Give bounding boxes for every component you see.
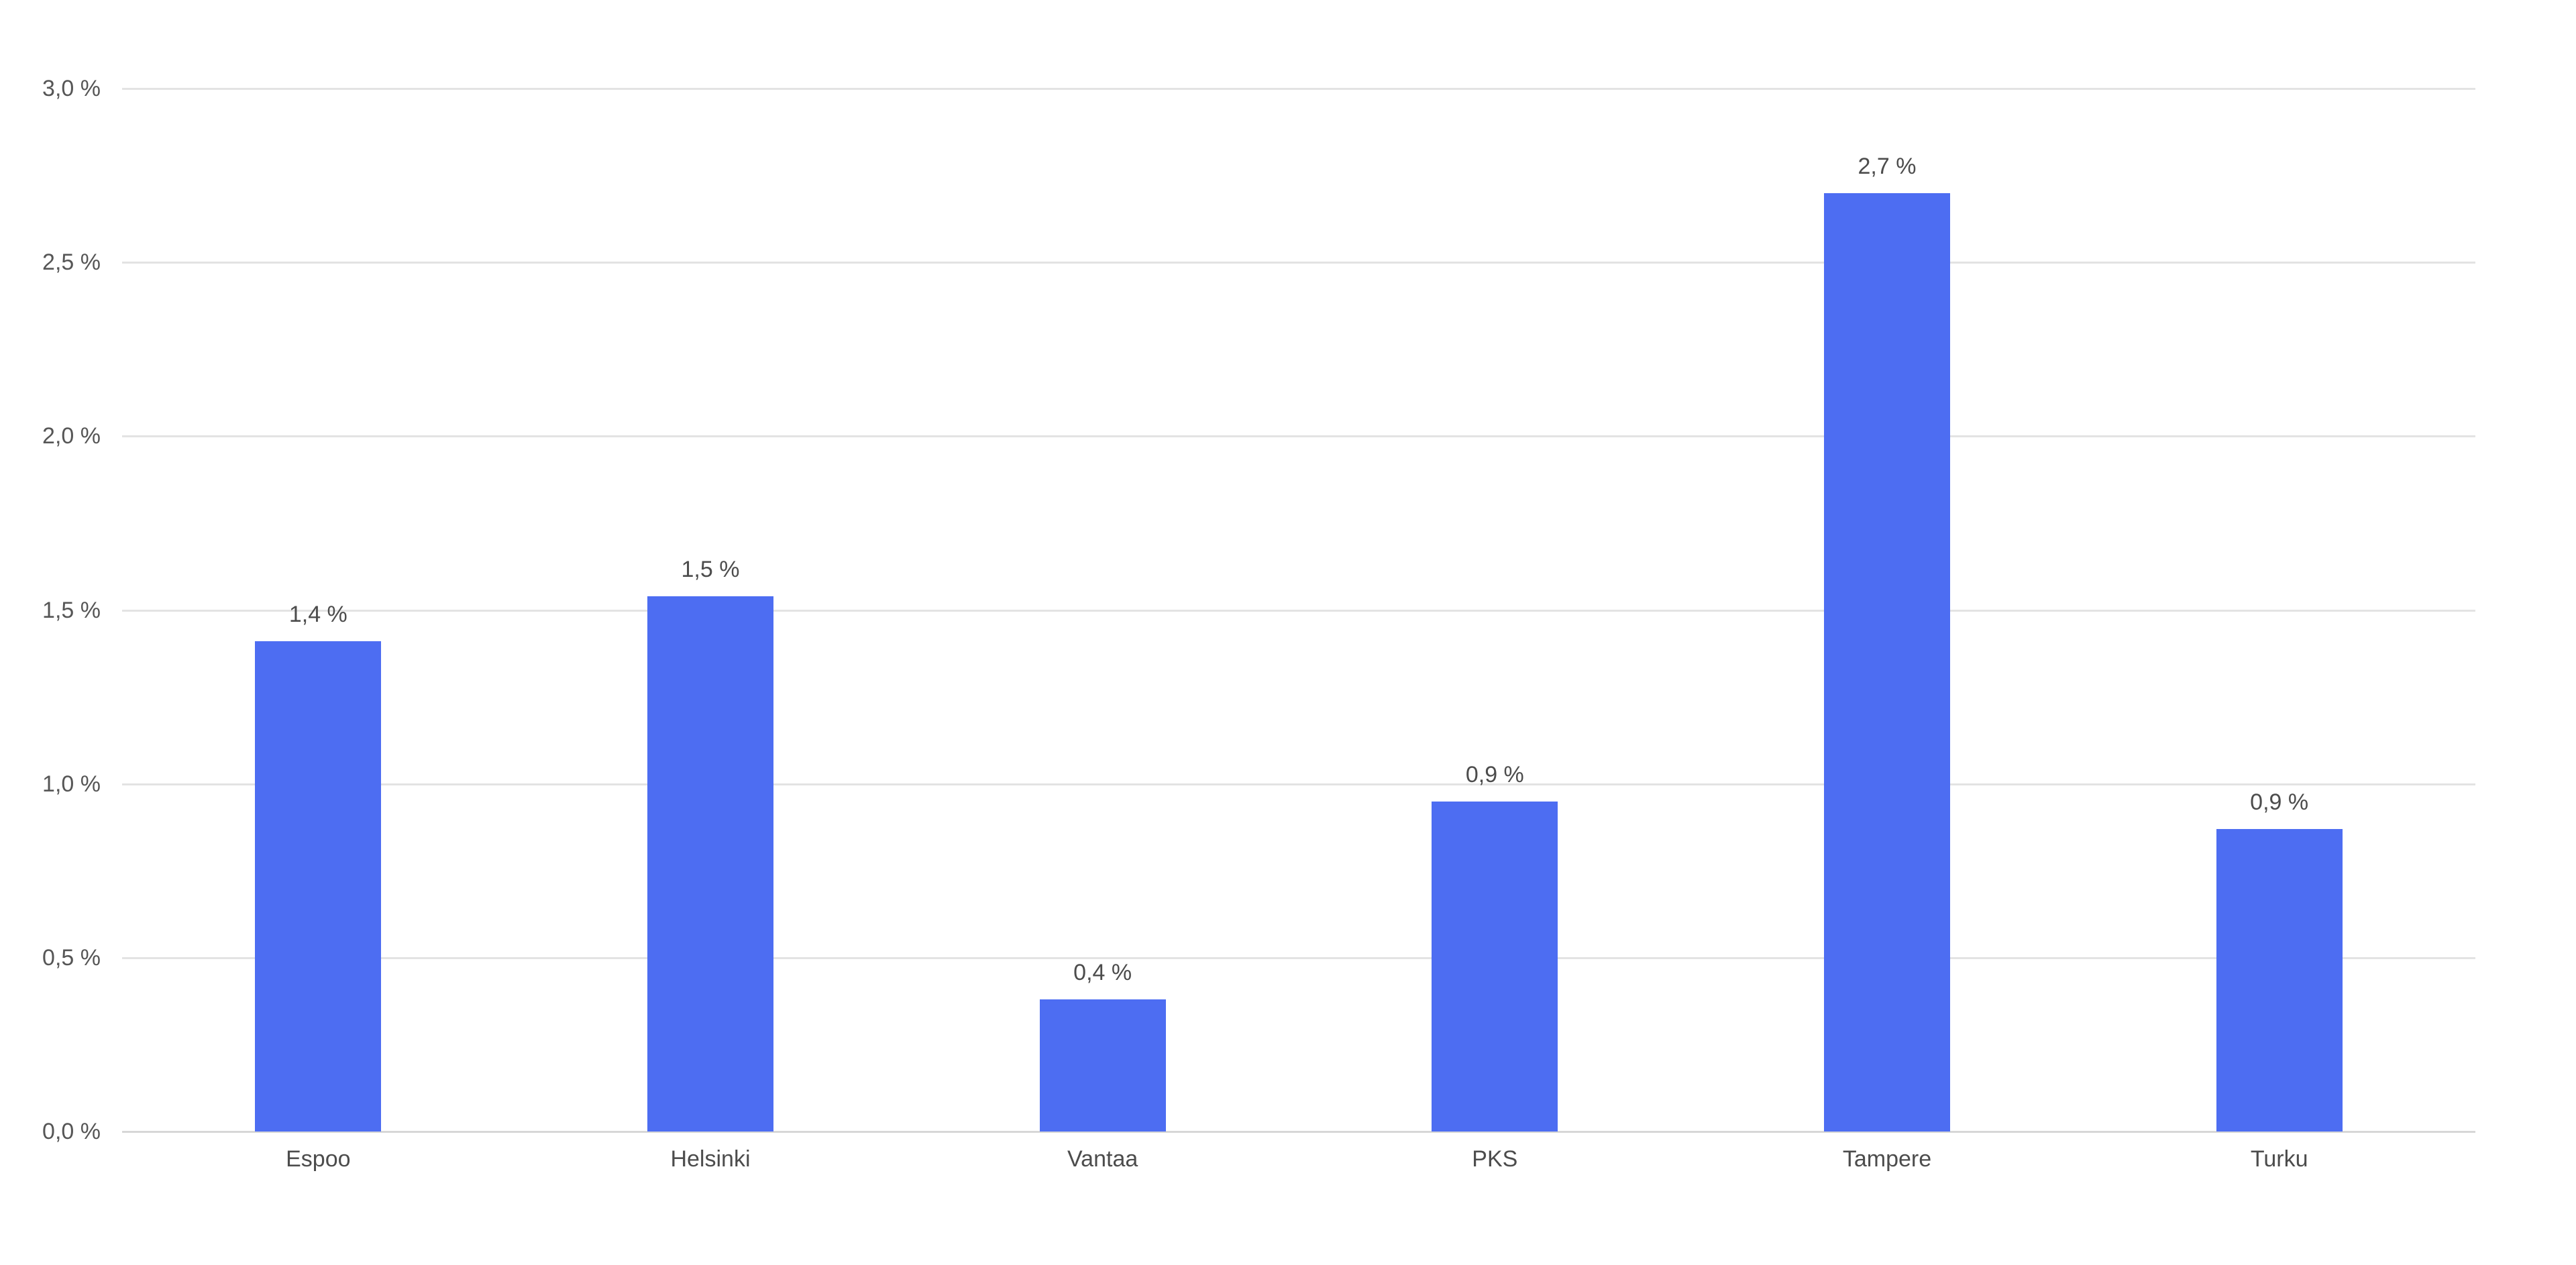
y-axis-tick-label: 3,0 %: [42, 76, 101, 101]
y-axis-tick-label: 1,0 %: [42, 771, 101, 797]
x-axis-baseline: [122, 1131, 2475, 1133]
x-axis-category-label: Tampere: [1842, 1146, 1932, 1172]
gridline: [122, 88, 2475, 90]
gridline: [122, 262, 2475, 264]
bar-turku[interactable]: [2216, 829, 2343, 1132]
gridline: [122, 435, 2475, 438]
bar-value-label: 2,7 %: [1858, 153, 1917, 179]
bar-value-label: 0,9 %: [2250, 789, 2309, 816]
bar-helsinki[interactable]: [647, 596, 773, 1132]
bar-espoo[interactable]: [255, 641, 382, 1132]
plot-area: 1,4 % Espoo 1,5 % Helsinki 0,4 % Vantaa 0,9 % P…: [122, 88, 2475, 1172]
x-axis-category-label: Vantaa: [1067, 1146, 1138, 1172]
bar-tampere[interactable]: [1824, 192, 1950, 1132]
x-axis-category-label: Turku: [2250, 1146, 2308, 1172]
y-axis-tick-label: 2,0 %: [42, 423, 101, 449]
bar-pks[interactable]: [1432, 801, 1558, 1132]
bar-value-label: 1,5 %: [681, 556, 740, 582]
y-axis-tick-label: 0,0 %: [42, 1119, 101, 1144]
x-axis-category-label: Helsinki: [670, 1146, 751, 1172]
bar-value-label: 0,4 %: [1073, 960, 1132, 986]
bar-value-label: 0,9 %: [1465, 761, 1524, 787]
y-axis-tick-label: 1,5 %: [42, 597, 101, 623]
gridline: [122, 609, 2475, 612]
gridline: [122, 956, 2475, 959]
gridline: [122, 783, 2475, 785]
bar-vantaa[interactable]: [1039, 999, 1166, 1132]
y-axis-tick-label: 2,5 %: [42, 250, 101, 276]
x-axis-category-label: Espoo: [286, 1146, 351, 1172]
bar-value-label: 1,4 %: [288, 602, 347, 628]
x-axis-category-label: PKS: [1472, 1146, 1518, 1172]
y-axis-tick-label: 0,5 %: [42, 944, 101, 971]
